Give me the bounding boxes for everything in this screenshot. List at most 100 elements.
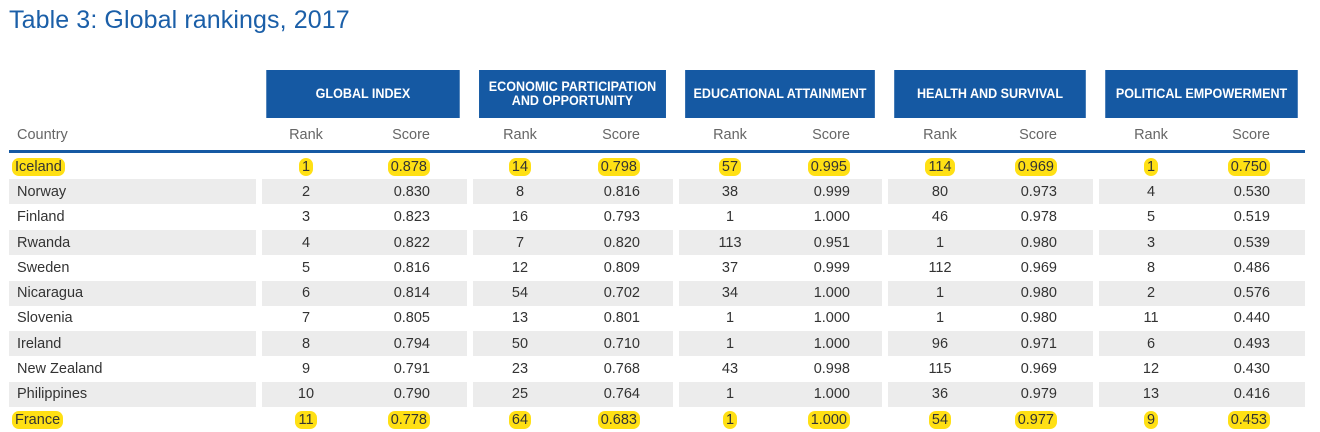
rank-cell: 11 xyxy=(266,407,346,432)
score-column-header: Score xyxy=(1232,127,1270,143)
highlight-mark: 64 xyxy=(508,410,532,429)
group-header-label: HEALTH AND SURVIVAL xyxy=(916,86,1064,101)
rank-cell: 1 xyxy=(266,154,346,179)
rank-cell: 3 xyxy=(1146,234,1156,251)
rank-cell: 12 xyxy=(511,259,529,276)
score-cell: 0.969 xyxy=(1020,259,1057,276)
score-cell: 0.519 xyxy=(1233,209,1270,226)
rank-cell: 9 xyxy=(301,361,311,378)
group-header-label: GLOBAL INDEX xyxy=(315,86,411,101)
group-header-label: POLITICAL EMPOWERMENT xyxy=(1115,86,1288,101)
page-title: Table 3: Global rankings, 2017 xyxy=(9,6,350,34)
highlight-mark: 14 xyxy=(508,157,532,176)
rank-cell: 6 xyxy=(301,285,311,302)
score-cell: 0.951 xyxy=(813,234,850,251)
highlight-mark: 114 xyxy=(925,157,955,176)
score-cell: 0.999 xyxy=(813,183,850,200)
group-header: GLOBAL INDEX xyxy=(266,70,460,118)
group-header-label: EDUCATIONAL ATTAINMENT xyxy=(693,86,867,101)
country-cell: Iceland xyxy=(12,154,65,179)
score-cell: 1.000 xyxy=(813,386,850,403)
score-cell: 0.539 xyxy=(1233,234,1270,251)
rank-cell: 13 xyxy=(1142,386,1160,403)
highlight-mark: France xyxy=(12,410,64,429)
highlight-mark: 57 xyxy=(718,157,742,176)
rank-cell: 54 xyxy=(900,407,980,432)
row-band xyxy=(9,331,1305,357)
country-cell: Norway xyxy=(17,183,67,200)
group-divider xyxy=(256,154,262,431)
country-cell: Nicaragua xyxy=(17,285,84,302)
country-cell: France xyxy=(12,407,64,432)
rank-cell: 3 xyxy=(301,209,311,226)
group-header: HEALTH AND SURVIVAL xyxy=(894,70,1086,118)
highlight-mark: 0.878 xyxy=(387,157,430,176)
group-header: ECONOMIC PARTICIPATION AND OPPORTUNITY xyxy=(479,70,666,118)
rank-column-header: Rank xyxy=(1134,127,1168,143)
score-cell: 1.000 xyxy=(813,310,850,327)
rank-cell: 1 xyxy=(1111,154,1191,179)
score-cell: 0.801 xyxy=(603,310,640,327)
rank-cell: 1 xyxy=(690,407,770,432)
country-cell: Finland xyxy=(17,209,65,226)
row-band xyxy=(9,229,1305,255)
score-cell: 1.000 xyxy=(813,209,850,226)
score-cell: 0.793 xyxy=(603,209,640,226)
rank-cell: 25 xyxy=(511,386,529,403)
rank-cell: 1 xyxy=(725,386,735,403)
score-cell: 0.440 xyxy=(1233,310,1270,327)
score-cell: 1.000 xyxy=(770,407,850,432)
rank-cell: 36 xyxy=(931,386,949,403)
score-cell: 0.995 xyxy=(770,154,850,179)
rank-cell: 38 xyxy=(721,183,739,200)
rank-cell: 1 xyxy=(935,285,945,302)
header-separator xyxy=(9,150,1305,153)
rank-cell: 14 xyxy=(480,154,560,179)
rank-cell: 4 xyxy=(301,234,311,251)
score-cell: 0.878 xyxy=(350,154,430,179)
rank-column-header: Rank xyxy=(923,127,957,143)
score-cell: 0.980 xyxy=(1020,234,1057,251)
score-cell: 0.814 xyxy=(393,285,430,302)
group-header: EDUCATIONAL ATTAINMENT xyxy=(685,70,875,118)
rank-cell: 5 xyxy=(301,259,311,276)
score-cell: 0.453 xyxy=(1190,407,1270,432)
highlight-mark: 0.798 xyxy=(597,157,640,176)
rank-cell: 43 xyxy=(721,361,739,378)
rank-cell: 5 xyxy=(1146,209,1156,226)
rank-cell: 1 xyxy=(725,310,735,327)
highlight-mark: 1 xyxy=(298,157,314,176)
highlight-mark: 1 xyxy=(1143,157,1159,176)
rank-cell: 13 xyxy=(511,310,529,327)
country-cell: Slovenia xyxy=(17,310,73,327)
country-cell: Ireland xyxy=(17,335,62,352)
score-cell: 0.969 xyxy=(977,154,1057,179)
score-cell: 0.702 xyxy=(603,285,640,302)
score-cell: 0.768 xyxy=(603,361,640,378)
rank-cell: 2 xyxy=(1146,285,1156,302)
highlight-mark: 1 xyxy=(722,410,738,429)
score-cell: 0.980 xyxy=(1020,285,1057,302)
rank-cell: 96 xyxy=(931,335,949,352)
rank-cell: 54 xyxy=(511,285,529,302)
highlight-mark: 11 xyxy=(295,410,317,429)
score-cell: 0.778 xyxy=(350,407,430,432)
score-cell: 0.971 xyxy=(1020,335,1057,352)
score-cell: 0.416 xyxy=(1233,386,1270,403)
group-divider xyxy=(882,154,888,431)
rank-column-header: Rank xyxy=(713,127,747,143)
score-cell: 0.805 xyxy=(393,310,430,327)
score-cell: 0.830 xyxy=(393,183,430,200)
rank-cell: 37 xyxy=(721,259,739,276)
score-cell: 0.816 xyxy=(393,259,430,276)
highlight-mark: 0.995 xyxy=(807,157,850,176)
score-cell: 0.430 xyxy=(1233,361,1270,378)
score-cell: 0.969 xyxy=(1020,361,1057,378)
group-header: POLITICAL EMPOWERMENT xyxy=(1105,70,1298,118)
rank-column-header: Rank xyxy=(289,127,323,143)
country-cell: Rwanda xyxy=(17,234,71,251)
rank-cell: 57 xyxy=(690,154,770,179)
highlight-mark: 0.977 xyxy=(1014,410,1057,429)
score-cell: 0.798 xyxy=(560,154,640,179)
score-cell: 0.791 xyxy=(393,361,430,378)
